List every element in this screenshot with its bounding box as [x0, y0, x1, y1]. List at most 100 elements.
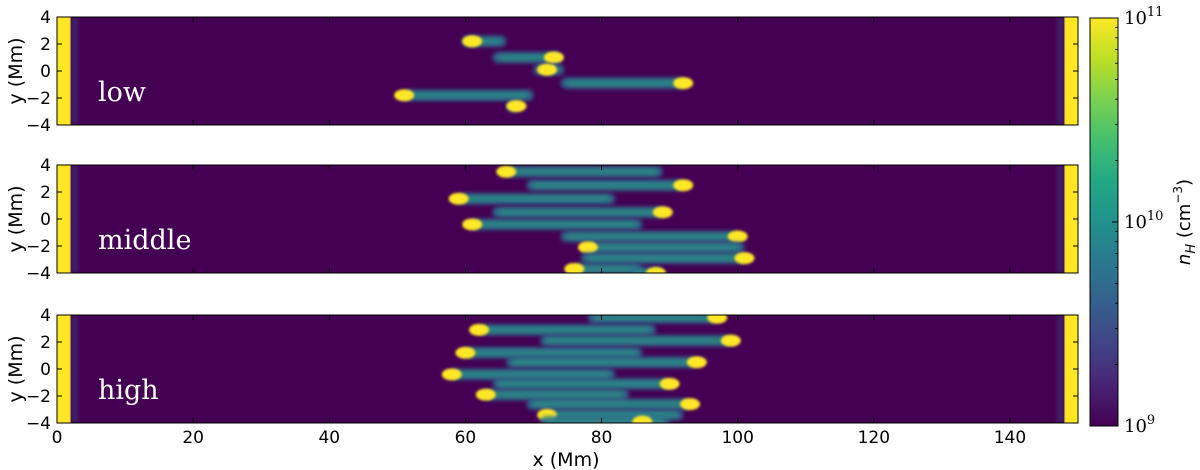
strand-core-4 — [410, 92, 528, 99]
strand-head-3 — [652, 206, 673, 219]
left-wall-halo — [70, 315, 79, 423]
strand-head-7 — [475, 388, 496, 401]
colorbar: 109 1010 1011 nH (cm−3) — [1089, 5, 1199, 437]
x-tick-label: 40 — [318, 428, 340, 448]
left-wall-halo — [70, 165, 79, 273]
strand-core-4 — [512, 359, 691, 365]
strand-core-8 — [580, 266, 637, 272]
strand-core-2 — [546, 337, 725, 344]
x-tick-label: 100 — [721, 428, 753, 448]
strand-core-1 — [498, 54, 555, 61]
strand-head-8 — [680, 398, 701, 411]
strand-head-9 — [645, 267, 666, 273]
y-tick-label: −2 — [26, 387, 51, 407]
y-tick-label: 0 — [40, 360, 51, 380]
panel-label: low — [98, 77, 146, 108]
y-axis-label: y (Mm) — [5, 335, 27, 402]
strand-core-0 — [593, 315, 712, 321]
strand-core-2 — [464, 196, 610, 202]
y-tick-label: −4 — [26, 414, 51, 434]
colorbar-label-main: n — [1174, 254, 1195, 265]
y-tick-label: 4 — [40, 8, 51, 28]
x-tick-label: 60 — [455, 428, 477, 448]
strand-head-2 — [448, 192, 469, 205]
strand-core-5 — [457, 371, 610, 378]
colorbar-label-exp: −3 — [1171, 186, 1185, 204]
panel-background — [57, 17, 1078, 125]
strand-head-0 — [462, 35, 483, 48]
panel-label: high — [98, 375, 159, 406]
y-axis-label: y (Mm) — [5, 185, 27, 252]
panel-middle: −4 −2 0 2 4 y (Mm) middle — [5, 156, 1079, 284]
colorbar-label-unit: (cm — [1174, 204, 1195, 244]
strand-head-5 — [727, 230, 748, 243]
x-tick-label: 20 — [182, 428, 204, 448]
y-tick-label: −2 — [26, 89, 51, 109]
y-tick-label: 0 — [40, 210, 51, 230]
colorbar-tick-label: 109 — [1124, 413, 1155, 437]
y-tick-label: −4 — [26, 264, 51, 284]
x-tick-label: 120 — [858, 428, 890, 448]
strand-core-4 — [478, 221, 637, 228]
strand-head-4 — [462, 218, 483, 231]
x-tick-label: 140 — [994, 428, 1026, 448]
left-wall-halo — [70, 17, 79, 125]
y-tick-label: 2 — [40, 333, 51, 353]
strand-head-4 — [686, 356, 707, 369]
y-tick-label: 4 — [40, 306, 51, 326]
y-tick-label: 4 — [40, 156, 51, 176]
strand-head-2 — [537, 63, 558, 76]
strand-core-8 — [532, 401, 685, 407]
strand-core-6 — [498, 381, 664, 387]
x-tick-label: 0 — [52, 428, 63, 448]
right-wall-halo — [1056, 165, 1065, 273]
y-axis-label: y (Mm) — [5, 37, 27, 104]
y-tick-label: 2 — [40, 35, 51, 55]
strand-head-5 — [441, 368, 462, 381]
y-tick-label: −2 — [26, 237, 51, 257]
colorbar-tick-label: 1010 — [1124, 209, 1163, 233]
strand-head-7 — [734, 252, 755, 265]
right-wall-halo — [1056, 17, 1065, 125]
strand-head-3 — [455, 346, 476, 359]
strand-head-3 — [673, 77, 694, 90]
strand-core-1 — [532, 182, 678, 188]
strand-core-1 — [485, 327, 650, 333]
strand-head-1 — [673, 179, 694, 192]
strand-head-0 — [707, 315, 728, 324]
colorbar-label-sub: H — [1184, 244, 1199, 254]
right-wall-halo — [1056, 315, 1065, 423]
strand-core-3 — [498, 209, 657, 215]
strand-head-5 — [506, 100, 527, 113]
strand-head-2 — [720, 334, 741, 347]
strand-head-6 — [577, 241, 598, 254]
colorbar-label-close: ) — [1174, 179, 1195, 186]
panel-plot-area — [57, 165, 1078, 273]
strand-head-10 — [632, 415, 653, 423]
x-axis-label: x (Mm) — [532, 449, 599, 470]
panel-low: −4 −2 0 2 4 y (Mm) low — [5, 8, 1079, 136]
strand-core-7 — [491, 391, 623, 398]
panel-label: middle — [98, 225, 191, 256]
strand-core-7 — [587, 255, 739, 261]
strand-head-1 — [469, 323, 490, 336]
y-tick-label: 0 — [40, 62, 51, 82]
strand-core-3 — [566, 80, 678, 86]
strand-core-5 — [566, 233, 732, 240]
strand-core-0 — [512, 169, 657, 175]
strand-head-1 — [543, 51, 564, 64]
strand-core-6 — [593, 244, 739, 251]
x-tick-label: 80 — [591, 428, 613, 448]
strand-core-3 — [471, 350, 637, 356]
y-tick-label: 2 — [40, 183, 51, 203]
strand-head-8 — [564, 262, 585, 273]
y-tick-label: −4 — [26, 116, 51, 136]
colorbar-label: nH (cm−3) — [1171, 179, 1199, 265]
strand-head-0 — [496, 165, 517, 178]
panel-plot-area — [57, 315, 1078, 423]
strand-head-4 — [394, 89, 415, 102]
colorbar-tick-label: 1011 — [1124, 5, 1163, 29]
panel-plot-area — [57, 17, 1078, 125]
